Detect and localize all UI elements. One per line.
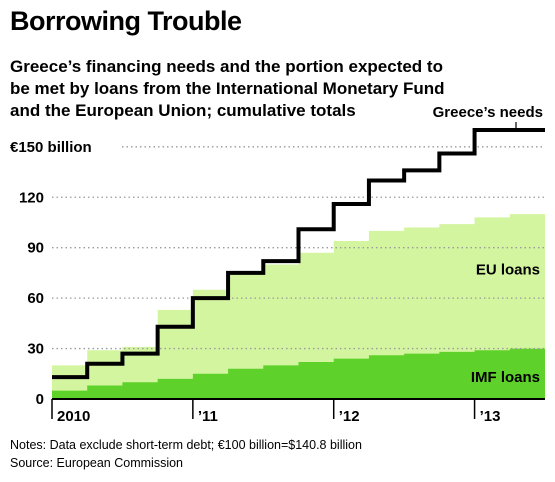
y-tick-label: 60 — [27, 290, 44, 307]
chart-areas — [52, 214, 545, 399]
y-tick-label: 120 — [19, 189, 44, 206]
needs-series — [52, 128, 545, 380]
y-tick-label: €150 billion — [10, 139, 92, 156]
x-tick-label: ’11 — [198, 408, 218, 425]
chart-labels: 0 30 60 90 120 €150 billion EU loans IMF loans G… — [10, 104, 543, 408]
chart-title: Borrowing Trouble — [10, 6, 242, 36]
chart-subtitle: Greece’s financing needs and the portion… — [10, 57, 445, 120]
x-tick-label: ’12 — [339, 408, 360, 425]
chart-footer: Notes: Data exclude short-term debt; €10… — [10, 436, 362, 472]
x-tick-label: ’13 — [480, 408, 501, 425]
greece-needs-label: Greece’s needs — [433, 104, 543, 121]
eu-loans-label: EU loans — [476, 262, 540, 279]
y-tick-label: 30 — [27, 341, 44, 358]
imf-loans-area — [52, 348, 545, 399]
imf-loans-label: IMF loans — [471, 369, 540, 386]
y-tick-label: 90 — [27, 240, 44, 257]
y-tick-label: 0 — [36, 391, 44, 408]
eu-loans-area — [52, 214, 545, 399]
chart-notes: Notes: Data exclude short-term debt; €10… — [10, 438, 362, 452]
chart-axes: 2010 ’11 ’12 ’13 — [51, 398, 545, 425]
chart-source: Source: European Commission — [10, 456, 183, 470]
x-tick-label: 2010 — [57, 408, 90, 425]
greece-needs-line — [52, 128, 545, 380]
